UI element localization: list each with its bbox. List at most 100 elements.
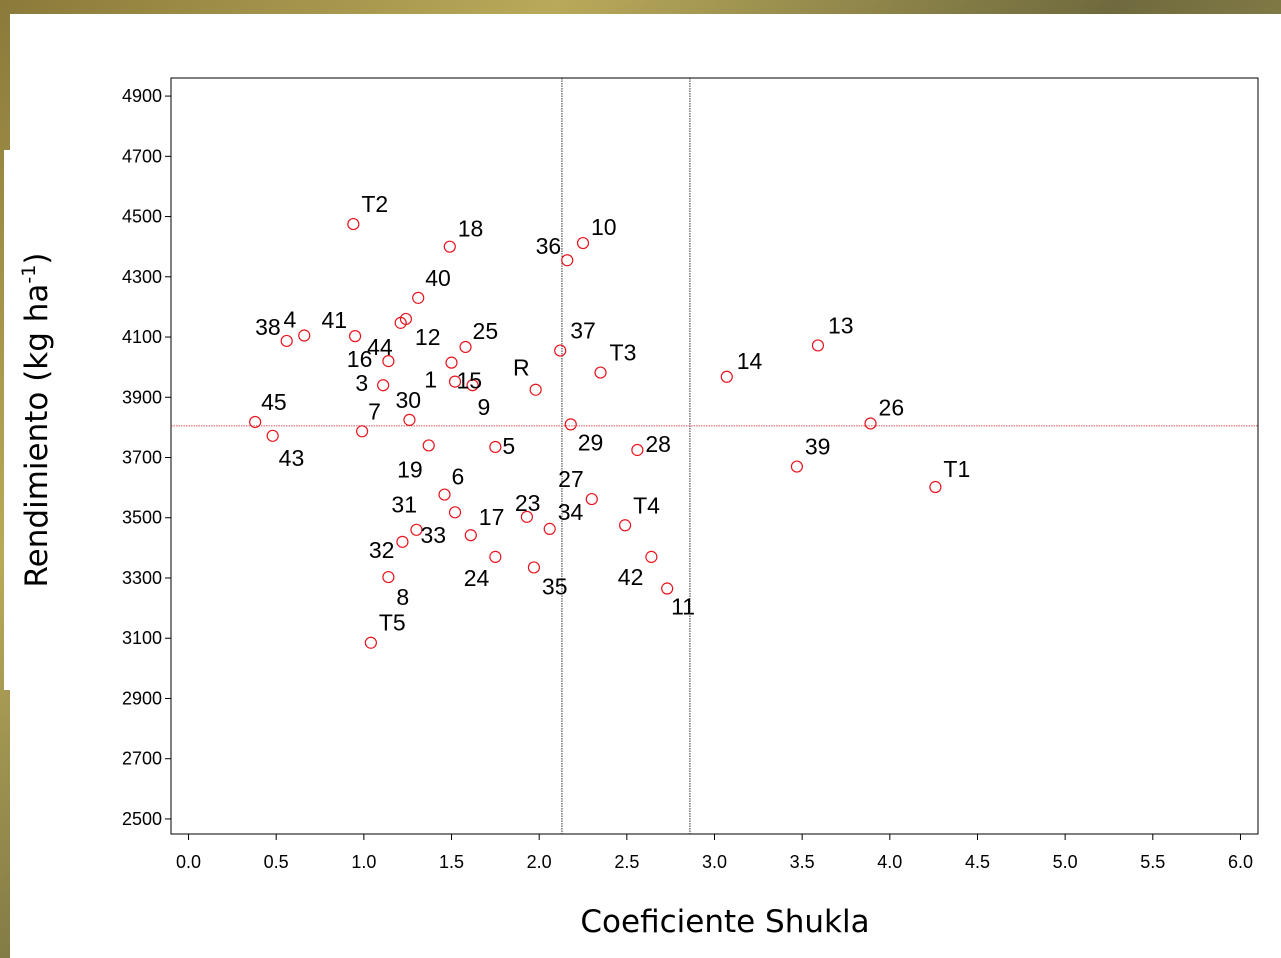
x-axis-title: Coeficiente Shukla — [580, 904, 869, 940]
data-point-13 — [811, 339, 825, 352]
y-tick-label: 4700 — [122, 146, 162, 166]
point-label-11: 11 — [671, 594, 695, 620]
y-tick-label: 3900 — [122, 387, 162, 407]
data-point-19 — [422, 439, 435, 452]
data-point-17 — [464, 529, 477, 542]
y-tick-label: 3100 — [122, 628, 162, 648]
data-point-16 — [382, 355, 395, 368]
point-label-3: 3 — [355, 370, 368, 396]
point-label-R: R — [513, 355, 530, 381]
data-point-T5 — [364, 636, 377, 649]
x-tick-label: 2.5 — [614, 852, 639, 872]
point-label-17: 17 — [479, 504, 505, 530]
point-label-7: 7 — [368, 398, 381, 424]
chart-panel — [10, 14, 1281, 958]
point-label-39: 39 — [805, 434, 831, 460]
data-point-41 — [348, 330, 362, 343]
point-label-1: 1 — [424, 367, 437, 393]
point-label-T3: T3 — [610, 340, 637, 366]
point-label-16: 16 — [347, 346, 373, 372]
point-label-40: 40 — [425, 265, 451, 291]
data-point-T1 — [929, 480, 942, 494]
data-point-9 — [466, 379, 479, 392]
data-point-T2 — [347, 217, 360, 231]
point-label-37: 37 — [570, 318, 596, 344]
point-label-32: 32 — [369, 537, 395, 563]
point-label-T4: T4 — [633, 492, 660, 518]
point-label-38: 38 — [255, 314, 281, 340]
data-point-11 — [661, 582, 674, 595]
x-tick-label: 3.0 — [702, 852, 727, 872]
point-label-5: 5 — [502, 433, 515, 459]
data-point-10 — [576, 236, 590, 250]
point-label-18: 18 — [458, 216, 484, 242]
x-tick-label: 1.5 — [439, 852, 464, 872]
data-point-T4 — [618, 519, 632, 532]
plot-frame — [170, 77, 1259, 835]
point-label-14: 14 — [737, 348, 763, 374]
point-label-13: 13 — [828, 312, 854, 338]
y-tick-label: 4300 — [122, 267, 162, 287]
data-point-27 — [585, 492, 598, 506]
point-label-19: 19 — [397, 456, 423, 482]
point-label-10: 10 — [591, 214, 617, 240]
point-label-45: 45 — [261, 389, 287, 415]
point-label-8: 8 — [396, 584, 409, 610]
data-point-26 — [864, 417, 877, 430]
x-tick-label: 2.0 — [527, 852, 552, 872]
y-tick-label: 2700 — [122, 749, 162, 769]
data-point-38 — [280, 334, 293, 348]
data-point-15 — [445, 356, 458, 369]
data-point-4 — [298, 329, 311, 342]
data-point-25 — [459, 340, 472, 354]
point-label-29: 29 — [578, 429, 604, 455]
data-point-3 — [377, 379, 390, 392]
y-tick-label: 4900 — [122, 86, 162, 106]
y-axis-title: Rendimiento (kg ha-1) — [18, 253, 55, 588]
data-point-33 — [410, 523, 423, 536]
y-axis-title-superscript: -1 — [18, 265, 40, 284]
y-tick-label: 2900 — [122, 688, 162, 708]
reference-lines — [171, 78, 1258, 834]
x-tick-label: 3.5 — [790, 852, 815, 872]
data-point-23 — [520, 510, 534, 523]
point-label-6: 6 — [452, 464, 465, 490]
data-point-44 — [394, 316, 407, 329]
data-point-28 — [631, 443, 644, 457]
data-point-34 — [543, 522, 556, 535]
point-label-23: 23 — [515, 490, 541, 516]
data-point-29 — [564, 418, 577, 431]
data-point-R — [529, 383, 542, 396]
data-point-31 — [448, 506, 462, 519]
x-tick-label: 5.5 — [1140, 852, 1165, 872]
point-label-4: 4 — [283, 307, 296, 333]
data-point-35 — [527, 561, 541, 574]
point-label-42: 42 — [618, 564, 644, 590]
data-point-1 — [448, 375, 462, 388]
point-label-15: 15 — [457, 368, 483, 394]
point-label-36: 36 — [536, 233, 562, 259]
point-label-27: 27 — [558, 466, 584, 492]
x-tick-label: 6.0 — [1228, 852, 1253, 872]
data-point-45 — [249, 415, 262, 429]
data-point-5 — [489, 440, 502, 454]
x-tick-label: 4.0 — [877, 852, 902, 872]
point-label-31: 31 — [391, 491, 417, 517]
data-point-36 — [561, 254, 574, 267]
data-point-14 — [720, 370, 733, 383]
y-tick-label: 3700 — [122, 448, 162, 468]
y-tick-label: 4500 — [122, 207, 162, 227]
point-label-33: 33 — [420, 522, 446, 548]
point-label-T2: T2 — [361, 191, 388, 217]
y-tick-label: 2500 — [122, 809, 162, 829]
point-label-35: 35 — [542, 573, 568, 599]
y-tick-label: 3500 — [122, 508, 162, 528]
data-point-40 — [412, 291, 425, 304]
y-tick-label: 4100 — [122, 327, 162, 347]
point-label-26: 26 — [879, 394, 905, 420]
point-label-30: 30 — [395, 387, 421, 413]
data-point-42 — [645, 550, 658, 564]
point-label-28: 28 — [645, 431, 671, 457]
